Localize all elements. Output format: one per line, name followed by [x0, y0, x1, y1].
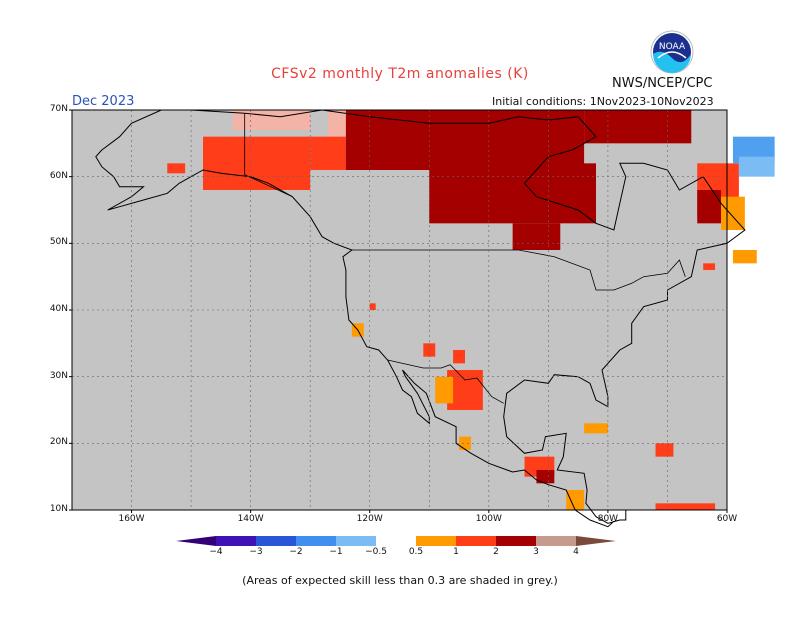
colorbar-label: 0.5 — [408, 547, 424, 557]
anomaly-region-newfoundland — [732, 250, 757, 264]
colorbar-label: −4 — [209, 547, 223, 557]
colorbar-under-arrow — [176, 536, 216, 546]
lon-label: 160W — [118, 514, 145, 524]
colorbar-label: 3 — [533, 547, 539, 557]
colorbar-swatch — [376, 536, 416, 546]
colorbar-swatch — [416, 536, 456, 546]
lat-label: 70N — [49, 104, 68, 114]
anomaly-region-hudson-bay — [429, 163, 596, 224]
anomaly-region-baffin-north — [584, 110, 692, 144]
anomaly-region-hispaniola — [655, 443, 674, 457]
lat-label: 30N — [49, 370, 68, 381]
us-mexico-border — [387, 359, 504, 404]
anomaly-region-jalisco — [459, 436, 471, 450]
anomaly-region-nevada — [369, 303, 376, 310]
anomaly-region-mexico-orange — [435, 376, 454, 404]
anomaly-region-venezuela — [655, 503, 716, 510]
colorbar-over-arrow — [576, 536, 616, 546]
anomaly-region-central-america — [566, 490, 585, 510]
lon-label: 140W — [237, 514, 264, 524]
anomaly-region-new-mexico — [453, 350, 465, 364]
target-month: Dec 2023 — [72, 94, 135, 109]
anomaly-region-nova-scotia — [703, 263, 716, 270]
lat-label: 50N — [49, 237, 68, 248]
us-canada-border — [351, 249, 686, 291]
colorbar-swatch — [536, 536, 576, 546]
lon-label: 60W — [716, 514, 738, 524]
anomaly-region-alaska-south-coast — [167, 163, 186, 174]
anomaly-region-alaska-yukon-west — [203, 136, 311, 190]
anomaly-region-greenland-light — [738, 156, 775, 177]
colorbar-label: −3 — [249, 547, 263, 557]
colorbar-swatch — [216, 536, 256, 546]
colorbar-swatch — [496, 536, 536, 546]
chart-title: CFSv2 monthly T2m anomalies (K) — [271, 66, 529, 82]
colorbar-label: 2 — [493, 547, 499, 557]
colorbar-label: −1 — [329, 547, 343, 557]
colorbar-label: 1 — [453, 547, 459, 557]
lon-label: 120W — [356, 514, 383, 524]
logo-text: NOAA — [659, 42, 686, 52]
coastline — [95, 109, 746, 528]
colorbar-swatch — [296, 536, 336, 546]
lat-label: 20N — [49, 437, 68, 448]
colorbar-label: −2 — [289, 547, 303, 557]
lat-label: 40N — [49, 304, 68, 314]
colorbar-swatch — [256, 536, 296, 546]
initial-conditions: Initial conditions: 1Nov2023-10Nov2023 — [492, 95, 714, 108]
colorbar-swatch — [456, 536, 496, 546]
anomaly-region-ontario-north — [512, 223, 561, 250]
anomaly-region-quebec-deep — [697, 190, 722, 224]
lat-label: 60N — [49, 170, 68, 181]
lon-label: 80W — [597, 514, 619, 524]
alaska-canada-border — [244, 113, 293, 198]
colorbar-swatch — [336, 536, 376, 546]
agency-label: NWS/NCEP/CPC — [612, 76, 713, 91]
anomaly-region-cuba — [584, 423, 608, 434]
lat-label: 10N — [49, 504, 68, 514]
noaa-logo-icon: NOAA — [650, 30, 694, 74]
colorbar-label: 4 — [573, 547, 579, 557]
colorbar-label: −0.5 — [365, 547, 387, 557]
lon-label: 100W — [475, 514, 502, 524]
anomaly-region-guatemala — [536, 470, 555, 484]
footnote: (Areas of expected skill less than 0.3 a… — [242, 574, 558, 587]
anomaly-region-yukon-bc — [310, 136, 346, 170]
